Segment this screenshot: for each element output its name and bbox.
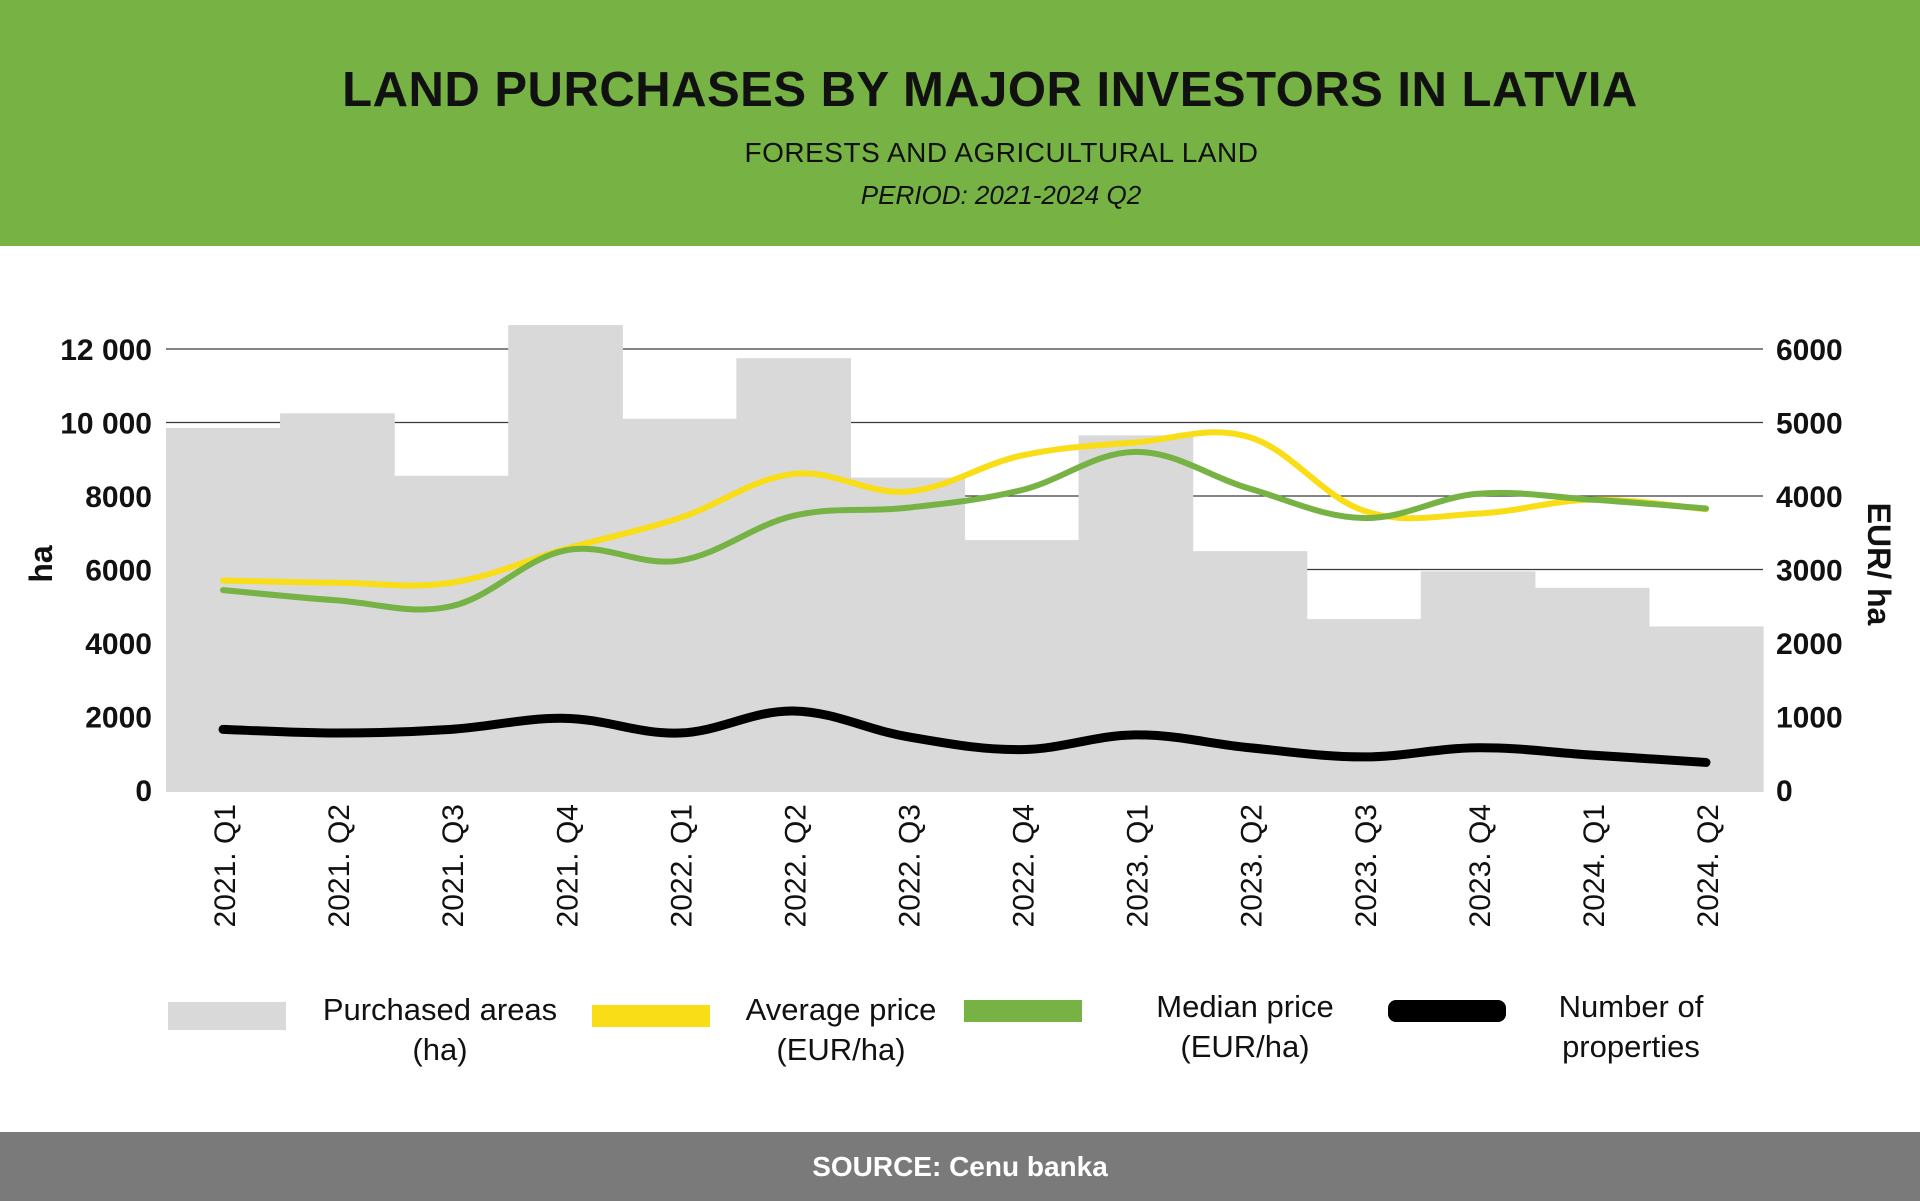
legend-swatch-number-of-properties xyxy=(1388,1000,1506,1022)
x-tick-label: 2021. Q1 xyxy=(209,804,242,927)
y-axis-title: ha xyxy=(23,545,59,583)
x-tick-label: 2023. Q3 xyxy=(1350,804,1383,927)
lines-layer xyxy=(218,429,1711,767)
x-tick-label: 2022. Q4 xyxy=(1008,804,1041,927)
legend-label-average-price: Average price (EUR/ha) xyxy=(745,992,937,1067)
y2-tick-label: 6000 xyxy=(1776,334,1843,367)
footer-banner: SOURCE: Cenu banka xyxy=(0,1132,1920,1201)
y-tick-label: 12 000 xyxy=(60,334,152,367)
x-tick-label: 2023. Q1 xyxy=(1122,804,1155,927)
legend-swatch-average-price xyxy=(592,1005,710,1027)
legend-label-median-price: Median price (EUR/ha) xyxy=(1156,989,1334,1064)
line-median-price xyxy=(220,448,1709,613)
land-purchases-chart: 0 2000 4000 6000 8000 10 000 12 000 0 1000 2000 30… xyxy=(23,325,1897,927)
x-tick-label: 2022. Q2 xyxy=(779,804,812,927)
y2-tick-label: 0 xyxy=(1776,775,1793,808)
x-tick-label: 2024. Q2 xyxy=(1692,804,1725,927)
bar-purchased-area xyxy=(166,428,281,792)
bar-purchased-area xyxy=(394,475,509,792)
legend-swatch-purchased-areas xyxy=(168,1002,286,1030)
x-tick-label: 2023. Q4 xyxy=(1464,804,1497,927)
header-banner: LAND PURCHASES BY MAJOR INVESTORS IN LAT… xyxy=(0,0,1920,246)
legend-swatch-median-price xyxy=(964,1000,1082,1022)
legend-label-purchased-areas: Purchased areas (ha) xyxy=(322,992,558,1067)
bar-purchased-area xyxy=(1420,571,1536,792)
x-tick-label: 2021. Q2 xyxy=(323,804,356,927)
bar-purchased-area xyxy=(1648,626,1764,792)
line-number-of-properties xyxy=(218,706,1711,767)
y2-tick-label: 1000 xyxy=(1776,702,1843,735)
line-average-price xyxy=(220,429,1709,589)
chart-title: LAND PURCHASES BY MAJOR INVESTORS IN LAT… xyxy=(342,63,1638,117)
bar-purchased-area xyxy=(1306,619,1422,792)
y-tick-label: 10 000 xyxy=(60,408,152,441)
y-tick-label: 4000 xyxy=(85,628,152,661)
x-tick-label: 2023. Q2 xyxy=(1236,804,1269,927)
x-tick-label: 2024. Q1 xyxy=(1578,804,1611,927)
x-tick-label: 2022. Q1 xyxy=(665,804,698,927)
chart-period: PERIOD: 2021-2024 Q2 xyxy=(860,180,1142,210)
x-tick-label: 2022. Q3 xyxy=(893,804,926,927)
y-tick-label: 2000 xyxy=(85,702,152,735)
chart-subtitle: FORESTS AND AGRICULTURAL LAND xyxy=(744,137,1259,168)
source-note: SOURCE: Cenu banka xyxy=(812,1151,1108,1182)
bar-purchased-area xyxy=(964,540,1080,792)
y2-axis-title: EUR/ ha xyxy=(1861,503,1897,626)
y2-tick-label: 4000 xyxy=(1776,481,1843,514)
y-tick-label: 6000 xyxy=(85,555,152,588)
y-tick-label: 0 xyxy=(135,775,152,808)
y-tick-label: 8000 xyxy=(85,481,152,514)
y2-tick-label: 5000 xyxy=(1776,408,1843,441)
y2-tick-label: 3000 xyxy=(1776,555,1843,588)
axis-labels: 0 2000 4000 6000 8000 10 000 12 000 0 1000 2000 30… xyxy=(23,334,1897,927)
x-tick-label: 2021. Q4 xyxy=(551,804,584,927)
bars-purchased-areas xyxy=(166,325,1764,792)
bar-purchased-area xyxy=(736,358,852,792)
x-tick-label: 2021. Q3 xyxy=(437,804,470,927)
y2-tick-label: 2000 xyxy=(1776,628,1843,661)
legend-label-number-of-properties: Number of properties xyxy=(1558,989,1704,1064)
